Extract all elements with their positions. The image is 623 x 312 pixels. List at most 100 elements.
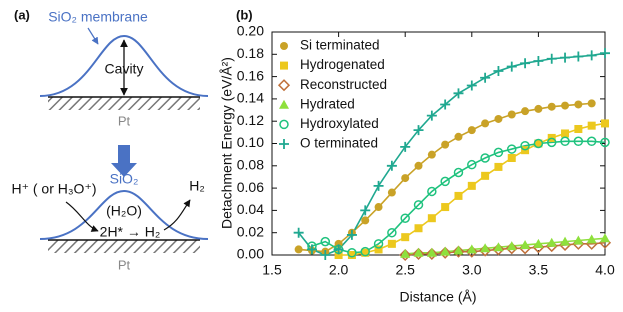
x-tick-label: 2.5 — [395, 262, 415, 278]
marker — [600, 233, 610, 243]
marker — [412, 247, 425, 260]
y-tick-label: 0.14 — [237, 90, 264, 106]
y-tick-label: 0.06 — [237, 179, 264, 195]
series-line — [405, 241, 606, 256]
marker — [533, 138, 544, 149]
marker — [401, 233, 410, 242]
marker — [400, 248, 411, 258]
marker — [400, 213, 410, 223]
marker — [466, 80, 477, 91]
marker — [452, 245, 465, 258]
marker — [427, 150, 436, 159]
marker — [387, 188, 396, 197]
marker — [374, 203, 383, 212]
cavity-label: Cavity — [105, 61, 144, 77]
marker — [600, 48, 610, 59]
marker — [333, 244, 344, 255]
marker — [374, 245, 383, 254]
marker — [427, 214, 436, 223]
substrate-label: Pt — [118, 257, 131, 272]
marker — [400, 141, 411, 152]
marker — [480, 72, 491, 83]
marker — [560, 136, 570, 147]
marker — [507, 144, 517, 154]
marker — [492, 243, 505, 256]
marker — [467, 181, 476, 190]
marker — [426, 247, 437, 257]
marker — [494, 162, 503, 171]
y-tick-label: 0.00 — [237, 246, 264, 262]
marker — [467, 126, 476, 135]
x-axis-label: Distance (Å) — [399, 289, 476, 305]
marker — [361, 216, 370, 225]
marker — [561, 101, 570, 110]
membrane-label: SiO₂ — [110, 171, 139, 187]
marker — [425, 247, 438, 260]
marker — [413, 200, 424, 210]
marker — [480, 243, 491, 253]
x-tick-label: 3.5 — [529, 262, 549, 278]
marker — [440, 246, 451, 256]
marker — [520, 239, 531, 249]
reaction-label: 2H* → H₂ — [100, 224, 161, 240]
panel-label: (a) — [14, 7, 30, 22]
x-tick-label: 3.0 — [462, 262, 482, 278]
y-tick-label: 0.16 — [237, 67, 264, 83]
marker — [401, 174, 410, 183]
x-tick-label: 4.0 — [595, 262, 615, 278]
marker — [440, 99, 451, 110]
membrane — [39, 34, 209, 97]
y-tick-label: 0.18 — [237, 45, 264, 61]
marker — [480, 153, 490, 163]
y-tick-label: 0.02 — [237, 223, 264, 239]
marker — [586, 234, 597, 244]
marker — [441, 203, 450, 212]
arrow — [163, 199, 191, 231]
marker — [493, 147, 504, 158]
marker — [454, 132, 463, 141]
legend-label: Si terminated — [300, 38, 380, 53]
substrate-label: Pt — [118, 113, 131, 128]
marker — [277, 79, 291, 92]
marker — [360, 205, 371, 216]
marker — [481, 119, 490, 128]
marker — [414, 161, 423, 170]
marker — [399, 248, 412, 262]
legend-label: Hydroxylated — [300, 116, 379, 131]
marker — [453, 167, 464, 178]
marker — [426, 110, 437, 121]
marker — [467, 159, 477, 170]
marker — [466, 244, 477, 254]
marker — [293, 227, 304, 238]
pointer — [87, 27, 99, 45]
marker — [574, 100, 583, 109]
marker — [479, 244, 492, 257]
marker — [280, 42, 288, 50]
marker — [573, 136, 584, 147]
marker — [560, 52, 571, 63]
x-tick-label: 1.5 — [262, 262, 282, 278]
marker — [533, 238, 544, 248]
marker — [360, 246, 370, 257]
legend-label: Reconstructed — [300, 77, 387, 92]
marker — [586, 136, 597, 147]
proton-label: H⁺ ( or H₃O⁺) — [11, 181, 96, 197]
marker — [373, 180, 384, 191]
marker — [427, 186, 437, 197]
marker — [441, 140, 450, 149]
marker — [533, 55, 544, 66]
marker — [561, 129, 570, 138]
marker — [320, 250, 331, 260]
marker — [520, 58, 531, 69]
marker — [507, 110, 516, 119]
marker — [493, 242, 504, 252]
marker — [279, 139, 289, 149]
y-axis-label: Detachment Energy (eV/Å²) — [219, 57, 235, 229]
legend-label: Hydrogenated — [300, 57, 385, 72]
marker — [414, 224, 423, 233]
marker — [280, 61, 288, 70]
marker — [347, 251, 356, 259]
membrane — [39, 189, 209, 240]
x-tick-label: 2.0 — [329, 262, 349, 278]
marker — [279, 119, 289, 130]
